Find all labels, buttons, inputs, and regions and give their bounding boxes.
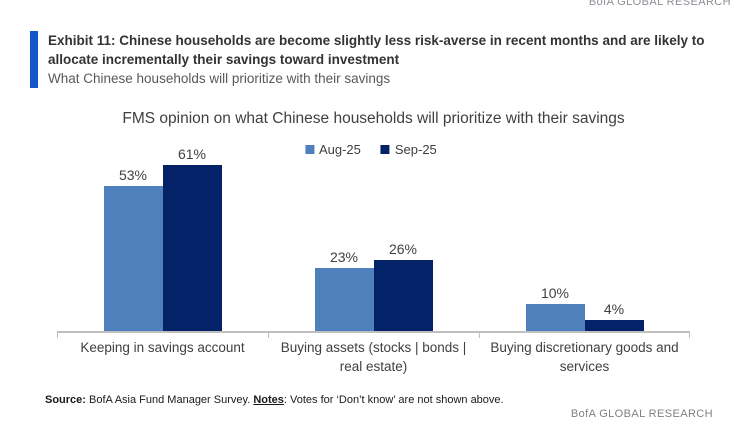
- bar-aug-25-category-3: 10%: [525, 285, 585, 331]
- brand-footer: BofA GLOBAL RESEARCH: [570, 408, 713, 420]
- legend-swatch-sep-25-icon: [380, 145, 390, 154]
- legend-swatch-aug-25-icon: [304, 145, 314, 154]
- exhibit-title: Exhibit 11: Chinese households are becom…: [48, 33, 705, 67]
- axis-tick-2: [267, 333, 269, 338]
- legend-label-aug-25: Aug-25: [318, 142, 361, 157]
- exhibit-header: Exhibit 11: Chinese households are becom…: [30, 31, 724, 88]
- bar-value-label: 61%: [177, 146, 207, 162]
- bar-group-3: 10% 4%: [479, 140, 690, 331]
- bar-aug-25-category-2: 23%: [314, 249, 374, 331]
- plot-area: Aug-25 Sep-25 53% 61% 23% 26% 10% 4%: [57, 140, 690, 338]
- category-axis-labels: Keeping in savings account Buying assets…: [57, 338, 690, 376]
- bar-sep-25-category-2: 26%: [373, 241, 433, 331]
- bar-sep-25-category-1: 61%: [162, 146, 222, 331]
- bar-group-1: 53% 61%: [57, 140, 268, 331]
- source-text: BofA Asia Fund Manager Survey.: [85, 394, 254, 406]
- bar-value-label: 23%: [329, 249, 359, 265]
- bar-aug-25-category-1: 53%: [103, 167, 163, 331]
- exhibit-subtitle: What Chinese households will prioritize …: [48, 71, 391, 86]
- exhibit-text-block: Exhibit 11: Chinese households are becom…: [48, 31, 724, 88]
- category-label-savings-account: Keeping in savings account: [80, 340, 245, 355]
- legend-label-sep-25: Sep-25: [394, 142, 437, 157]
- legend-item-aug-25: Aug-25: [304, 142, 361, 157]
- bar-value-label: 4%: [603, 301, 625, 317]
- notes-text: : Votes for ‘Don’t know’ are not shown a…: [283, 394, 504, 406]
- axis-tick-4: [689, 333, 690, 338]
- chart-legend: Aug-25 Sep-25: [304, 142, 437, 157]
- axis-tick-1: [57, 333, 58, 338]
- category-label-discretionary-goods: Buying discretionary goods and services: [490, 340, 679, 374]
- exhibit-accent-bar: [30, 31, 38, 88]
- bar-sep-25-category-3: 4%: [584, 301, 644, 331]
- source-note: Source: BofA Asia Fund Manager Survey. N…: [45, 394, 504, 406]
- bar-value-label: 10%: [540, 285, 570, 301]
- bar-value-label: 53%: [118, 167, 148, 183]
- chart-title: FMS opinion on what Chinese households w…: [122, 110, 625, 127]
- notes-label: Notes: [253, 394, 284, 406]
- axis-tick-3: [479, 333, 480, 338]
- source-label: Source:: [45, 394, 86, 406]
- brand-header: BofA GLOBAL RESEARCH: [588, 0, 731, 8]
- legend-item-sep-25: Sep-25: [380, 142, 437, 157]
- bar-group-2: 23% 26%: [268, 140, 479, 331]
- bar-value-label: 26%: [388, 241, 418, 257]
- category-label-buying-assets: Buying assets (stocks | bonds | real est…: [280, 340, 467, 374]
